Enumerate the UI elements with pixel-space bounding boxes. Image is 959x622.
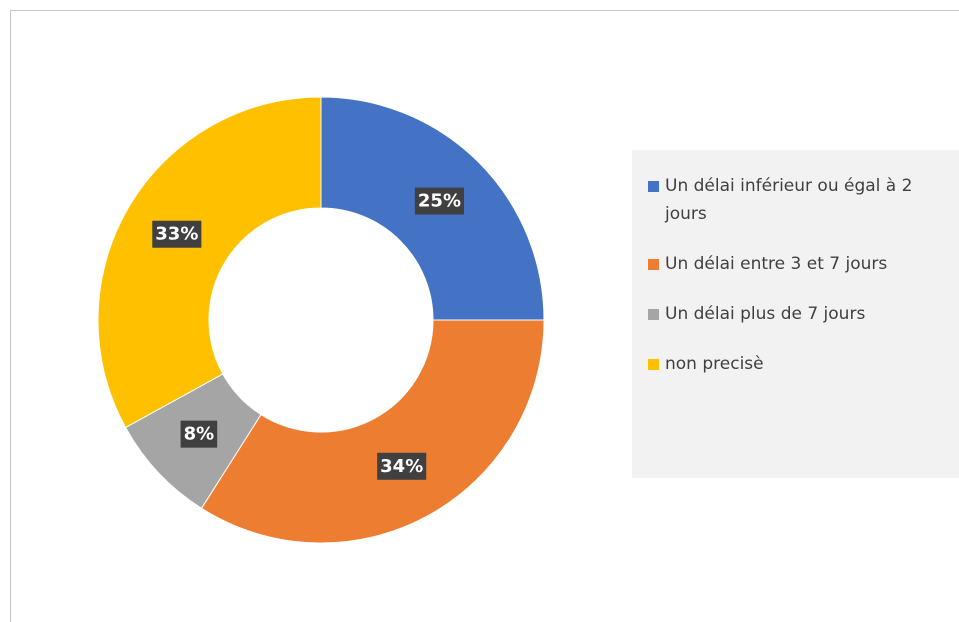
data-label-text: 33% bbox=[155, 224, 198, 245]
legend-item: Un délai entre 3 et 7 jours bbox=[648, 250, 949, 278]
legend: Un délai inférieur ou égal à 2 jours Un d… bbox=[632, 150, 959, 478]
legend-item: Un délai inférieur ou égal à 2 jours bbox=[648, 172, 949, 228]
legend-label: Un délai inférieur ou égal à 2 jours bbox=[665, 176, 913, 224]
chart-frame bbox=[10, 10, 959, 622]
data-label-text: 34% bbox=[380, 456, 423, 477]
data-label-box bbox=[180, 420, 218, 448]
legend-item: non precisè bbox=[648, 350, 949, 378]
data-label: 25% bbox=[414, 187, 464, 215]
data-label-text: 25% bbox=[418, 191, 461, 212]
legend-label: non precisè bbox=[665, 354, 764, 374]
donut-slice bbox=[97, 96, 322, 429]
data-label-text: 8% bbox=[184, 424, 215, 445]
data-label-box bbox=[377, 452, 427, 480]
legend-swatch bbox=[648, 359, 659, 370]
legend-swatch bbox=[648, 309, 659, 320]
data-label-box bbox=[414, 187, 464, 215]
legend-label: Un délai entre 3 et 7 jours bbox=[665, 254, 888, 274]
data-label-box bbox=[152, 220, 202, 248]
legend-swatch bbox=[648, 259, 659, 270]
donut-slice bbox=[200, 319, 545, 544]
legend-label: Un délai plus de 7 jours bbox=[665, 304, 866, 324]
data-label: 8% bbox=[180, 420, 218, 448]
legend-swatch bbox=[648, 181, 659, 192]
data-label: 34% bbox=[377, 452, 427, 480]
legend-item: Un délai plus de 7 jours bbox=[648, 300, 949, 328]
data-label: 33% bbox=[152, 220, 202, 248]
